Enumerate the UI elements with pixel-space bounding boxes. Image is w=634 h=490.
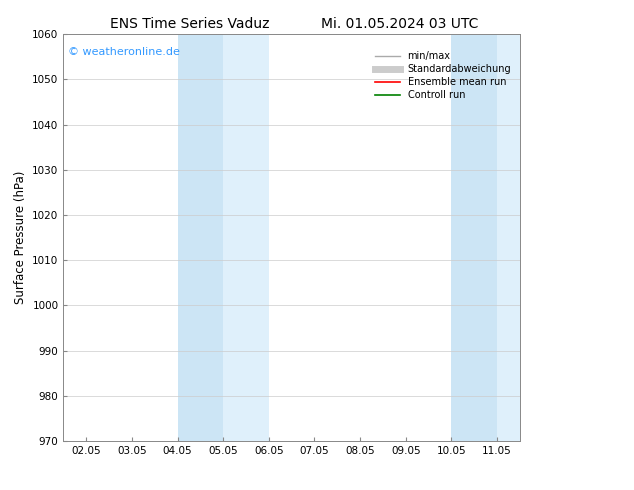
Text: ENS Time Series Vaduz: ENS Time Series Vaduz xyxy=(110,17,270,31)
Legend: min/max, Standardabweichung, Ensemble mean run, Controll run: min/max, Standardabweichung, Ensemble me… xyxy=(372,48,515,104)
Text: © weatheronline.de: © weatheronline.de xyxy=(68,47,180,56)
Bar xyxy=(451,34,497,441)
Bar xyxy=(497,34,566,441)
Bar xyxy=(223,34,269,441)
Text: Mi. 01.05.2024 03 UTC: Mi. 01.05.2024 03 UTC xyxy=(321,17,478,31)
Bar xyxy=(178,34,223,441)
Y-axis label: Surface Pressure (hPa): Surface Pressure (hPa) xyxy=(14,171,27,304)
